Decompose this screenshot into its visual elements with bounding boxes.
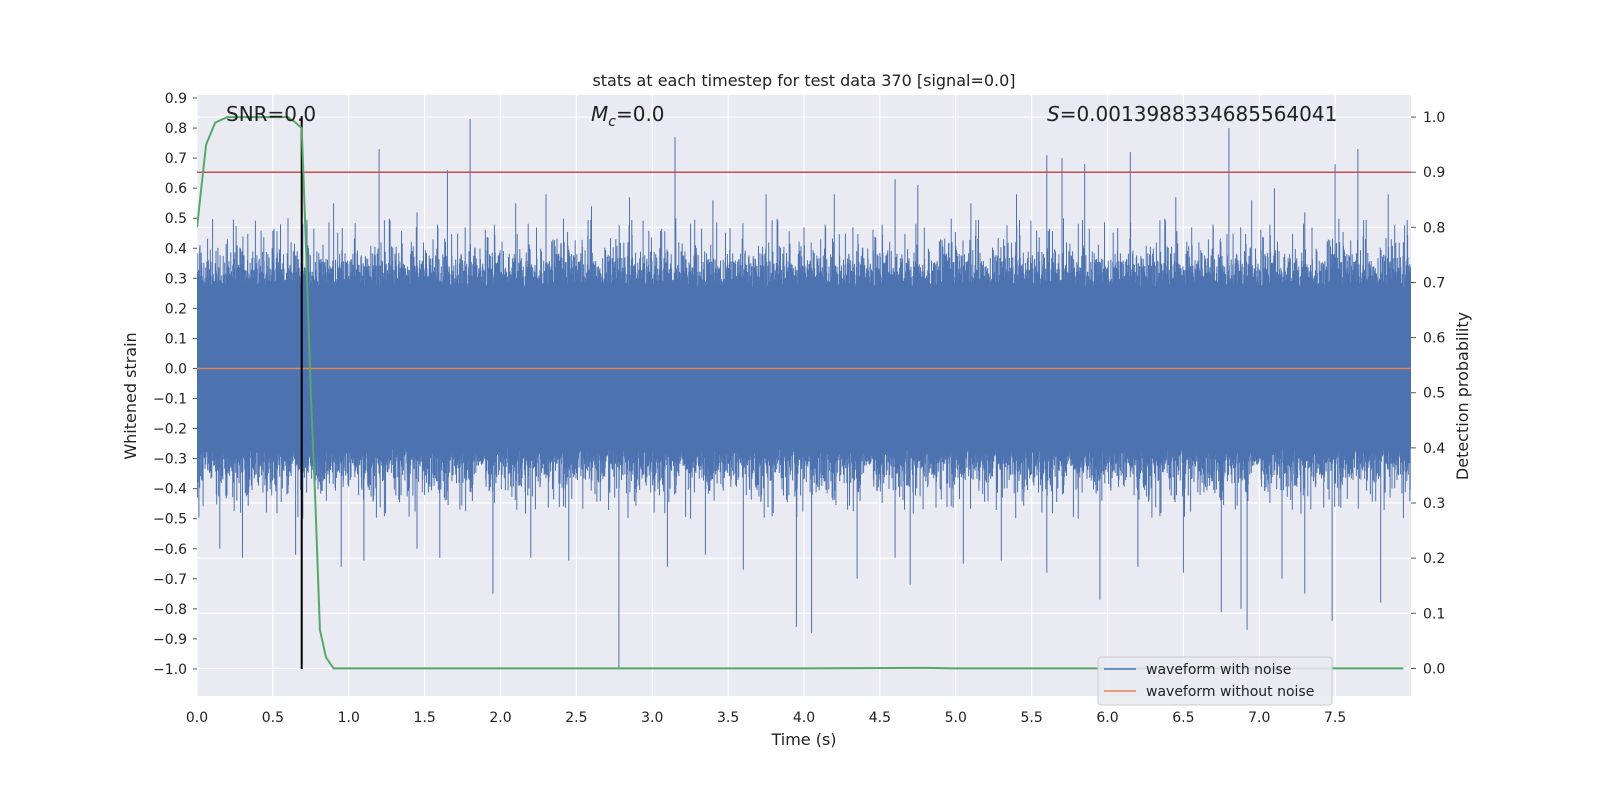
x-tick-label: 1.5 <box>413 710 435 726</box>
x-tick-label: 6.0 <box>1096 710 1118 726</box>
y2-axis-label: Detection probability <box>1453 312 1472 480</box>
y-tick-label: −0.3 <box>153 452 187 468</box>
y-tick-label: −0.6 <box>153 542 187 558</box>
y-tick-label: −0.7 <box>153 572 187 588</box>
y2-tick-label: 0.7 <box>1423 275 1445 291</box>
y-tick-label: 0.3 <box>165 271 187 287</box>
y2-tick-label: 0.5 <box>1423 386 1445 402</box>
y-tick-label: −1.0 <box>153 662 187 678</box>
x-tick-label: 6.5 <box>1172 710 1194 726</box>
legend: waveform with noise waveform without noi… <box>1097 656 1333 706</box>
x-tick-label: 3.0 <box>641 710 663 726</box>
y2-tick-label: 0.4 <box>1423 441 1445 457</box>
y2-tick-label: 1.0 <box>1423 110 1445 126</box>
y-tick-label: 0.5 <box>165 211 187 227</box>
y-tick-label: −0.2 <box>153 422 187 438</box>
y-tick-label: −0.8 <box>153 602 187 618</box>
y2-axis-ticks: 1.0 0.9 0.8 0.7 0.6 0.5 0.4 0.3 0.2 0.1 0.0 <box>1411 110 1445 677</box>
x-tick-label: 0.5 <box>262 710 284 726</box>
y2-tick-label: 0.1 <box>1423 606 1445 622</box>
y-tick-label: 0.1 <box>165 331 187 347</box>
y2-tick-label: 0.6 <box>1423 331 1445 347</box>
detection-probability-line <box>197 116 1404 670</box>
y2-tick-label: 0.9 <box>1423 165 1445 181</box>
x-tick-label: 7.5 <box>1324 710 1346 726</box>
x-tick-label: 5.5 <box>1020 710 1042 726</box>
x-tick-label: 4.0 <box>793 710 815 726</box>
legend-label-without-noise: waveform without noise <box>1146 684 1314 700</box>
y-tick-label: −0.1 <box>153 392 187 408</box>
y-tick-label: 0.9 <box>165 91 187 107</box>
x-tick-label: 7.0 <box>1248 710 1270 726</box>
snr-annotation: SNR=0.0 <box>226 102 316 126</box>
legend-box <box>1097 656 1333 706</box>
x-tick-label: 4.5 <box>869 710 891 726</box>
y2-tick-label: 0.0 <box>1423 661 1445 677</box>
y-tick-label: −0.5 <box>153 512 187 528</box>
chirp-mass-annotation: Mc=0.0 <box>591 102 665 130</box>
y-tick-label: 0.6 <box>165 181 187 197</box>
y-tick-label: 0.8 <box>165 121 187 137</box>
y-tick-label: 0.4 <box>165 241 187 257</box>
y-tick-label: −0.4 <box>153 482 187 498</box>
x-tick-label: 2.0 <box>489 710 511 726</box>
x-axis-ticks: 0.0 0.5 1.0 1.5 2.0 2.5 3.0 3.5 4.0 4.5 5.0 5.5 6.0 6… <box>186 710 1346 726</box>
y2-tick-label: 0.3 <box>1423 496 1445 512</box>
y-axis-label: Whitened strain <box>121 332 140 459</box>
x-tick-label: 0.0 <box>186 710 208 726</box>
y-tick-label: 0.7 <box>165 151 187 167</box>
chart-title: stats at each timestep for test data 370… <box>592 71 1015 90</box>
y-axis-ticks: 0.9 0.8 0.7 0.6 0.5 0.4 0.3 0.2 0.1 0.0 −0.1 −0.2 −0… <box>153 91 197 678</box>
x-tick-label: 2.5 <box>565 710 587 726</box>
y-tick-label: −0.9 <box>153 632 187 648</box>
x-tick-label: 1.0 <box>338 710 360 726</box>
y2-tick-label: 0.8 <box>1423 220 1445 236</box>
legend-label-with-noise: waveform with noise <box>1146 662 1291 678</box>
y2-tick-label: 0.2 <box>1423 551 1445 567</box>
x-tick-label: 5.0 <box>945 710 967 726</box>
x-axis-label: Time (s) <box>770 730 836 749</box>
y-tick-label: 0.0 <box>165 361 187 377</box>
x-tick-label: 3.5 <box>717 710 739 726</box>
statistic-annotation: S=0.0013988334685564041 <box>1047 102 1337 126</box>
waveform-with-noise-line <box>197 119 1411 669</box>
y-tick-label: 0.2 <box>165 301 187 317</box>
